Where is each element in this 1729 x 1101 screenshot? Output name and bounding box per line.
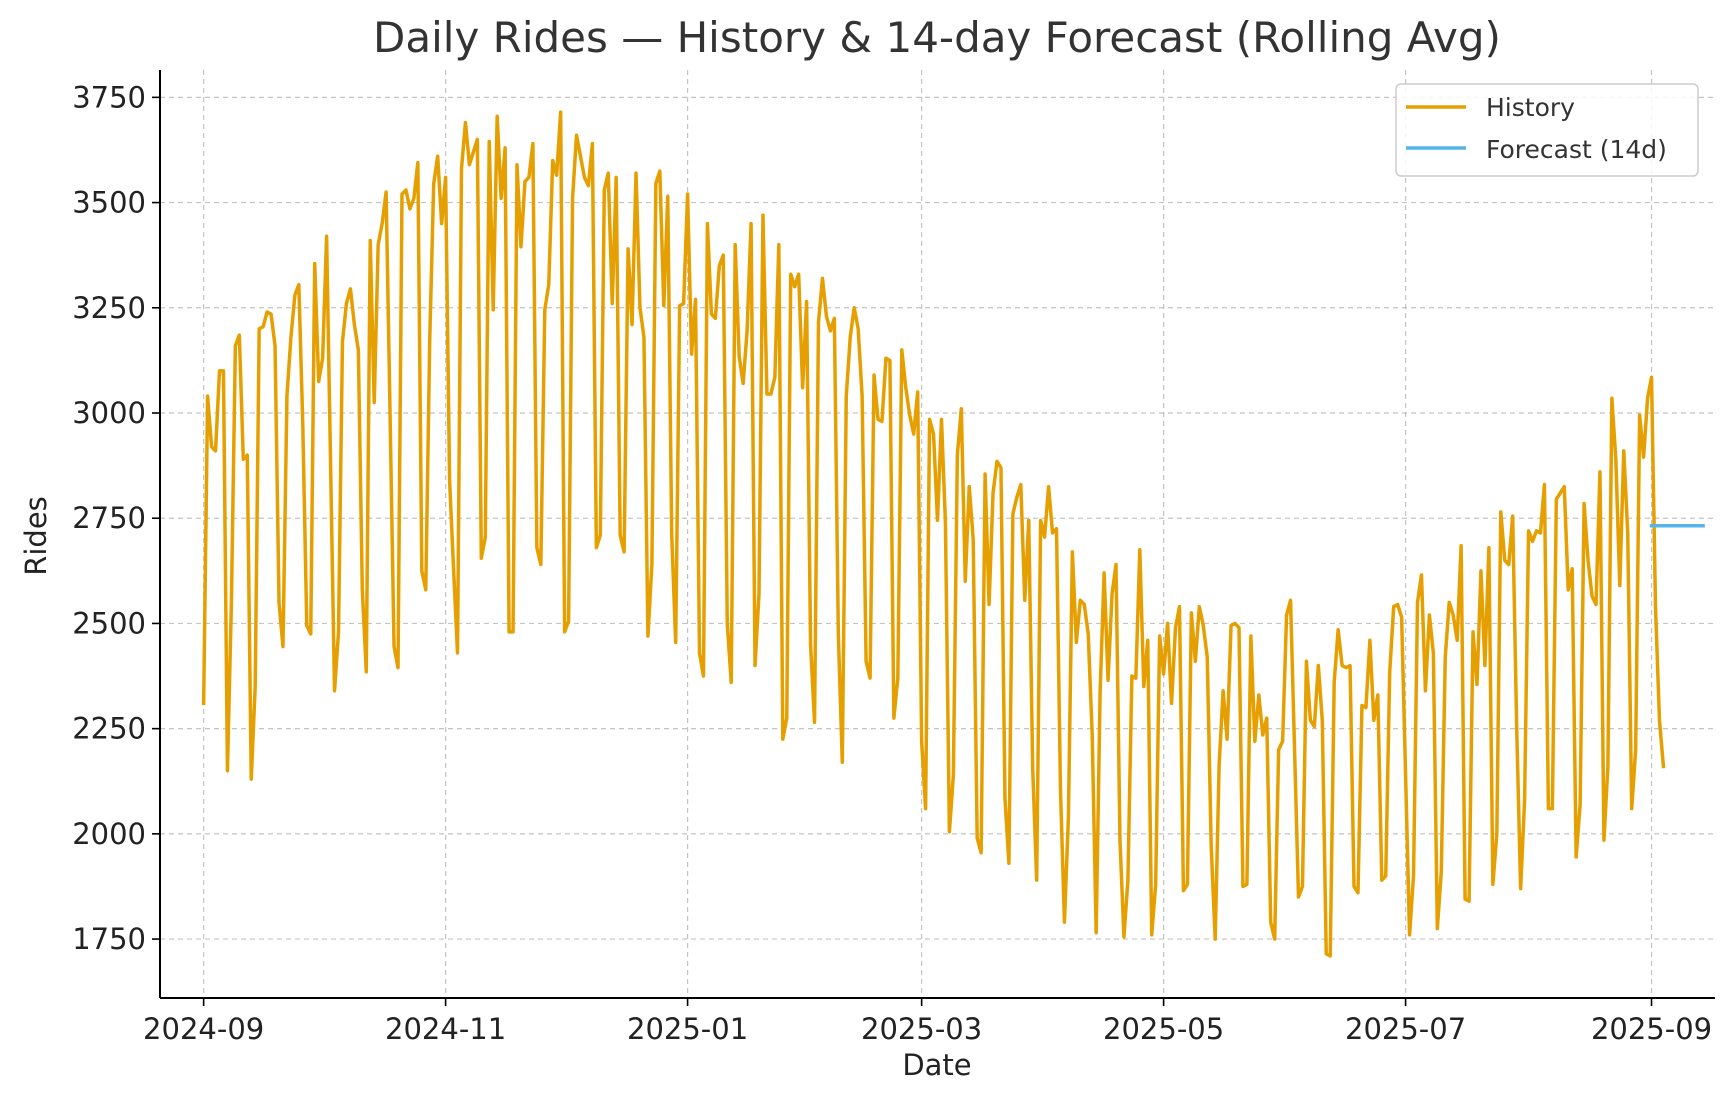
axis-ticks: 1750 2000 2250 2500 2750 3000 3250 3500 3750 2024… (72, 80, 1712, 1046)
legend: History Forecast (14d) (1395, 83, 1699, 177)
y-axis-label: Rides (19, 496, 53, 576)
x-tick-label: 2024-09 (143, 1012, 264, 1046)
y-tick-label: 3250 (72, 291, 146, 325)
y-tick-label: 3000 (72, 396, 146, 430)
x-tick-label: 2025-07 (1345, 1012, 1466, 1046)
x-tick-label: 2025-01 (627, 1012, 748, 1046)
y-tick-label: 2250 (72, 712, 146, 746)
y-tick-label: 3750 (72, 80, 146, 114)
legend-label-forecast: Forecast (14d) (1486, 135, 1667, 164)
y-tick-label: 2750 (72, 501, 146, 535)
chart-title: Daily Rides — History & 14-day Forecast … (373, 13, 1501, 62)
y-tick-label: 1750 (72, 922, 146, 956)
x-tick-label: 2025-03 (861, 1012, 982, 1046)
series-lines (201, 110, 1705, 958)
y-tick-label: 2000 (72, 817, 146, 851)
x-tick-label: 2024-11 (385, 1012, 506, 1046)
x-tick-label: 2025-05 (1103, 1012, 1224, 1046)
y-tick-label: 2500 (72, 606, 146, 640)
series-line-history (201, 110, 1666, 958)
x-axis-label: Date (902, 1048, 971, 1082)
axes (159, 70, 1715, 999)
x-tick-label: 2025-09 (1591, 1012, 1712, 1046)
y-tick-label: 3500 (72, 186, 146, 220)
legend-label-history: History (1486, 93, 1575, 122)
legend-box (1395, 83, 1699, 177)
